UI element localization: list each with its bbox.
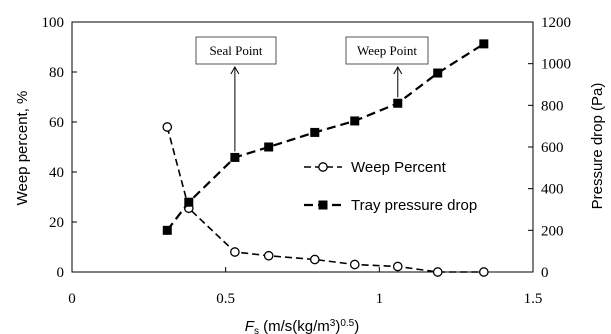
x-axis-title-sup2: 0.5 — [340, 318, 354, 329]
y-right-tick-label: 400 — [541, 182, 564, 198]
x-axis-title-unit: (m/s(kg/m — [259, 318, 330, 334]
pressure-point — [184, 197, 194, 207]
weep-point — [432, 267, 443, 277]
x-axis-title-main: F — [245, 318, 255, 334]
y-right-tick-label: 1000 — [541, 57, 571, 73]
y-left-tick-label: 60 — [49, 115, 64, 131]
pressure-point — [310, 127, 320, 137]
annotation-arrowhead — [393, 65, 403, 75]
y-right-tick-label: 800 — [541, 98, 564, 114]
x-tick-label: 1.5 — [524, 291, 543, 307]
annotation-label: Weep Point — [357, 43, 417, 58]
weep-point — [162, 122, 173, 132]
y-right-tick-label: 200 — [541, 223, 564, 239]
pressure-point — [479, 39, 489, 49]
x-tick-label: 0 — [68, 291, 76, 307]
weep-point — [309, 254, 320, 265]
annotation-label: Seal Point — [209, 43, 262, 58]
pressure-point — [433, 68, 443, 78]
annotation-arrowhead — [230, 65, 240, 75]
annotation-weep-point: Weep Point — [345, 36, 429, 98]
plot-frame — [71, 21, 534, 273]
x-axis-title: Fs (m/s(kg/m3)0.5) — [245, 318, 359, 334]
legend-entry: Weep Percent — [304, 159, 447, 176]
pressure-point — [350, 116, 360, 126]
annotation-box — [345, 36, 429, 65]
annotation-layer: Seal Point Weep Point — [195, 36, 429, 152]
y-right-tick-label: 600 — [541, 140, 564, 156]
x-axis-title-sup: 3 — [330, 318, 336, 329]
x-axis-title-sub: s — [254, 326, 259, 334]
x-axis-title-tail: ) — [335, 318, 340, 334]
annotation-box — [195, 36, 277, 65]
x-tick-label: 1 — [376, 291, 384, 307]
legend-label: Tray pressure drop — [351, 197, 477, 214]
y-left-tick-label: 0 — [57, 265, 65, 281]
y-left-tick-label: 40 — [49, 165, 64, 181]
legend-marker — [318, 162, 328, 172]
series-tray-pressure-drop — [162, 39, 489, 235]
series-line — [166, 126, 484, 273]
x-tick-label: 0.5 — [216, 291, 235, 307]
legend-marker — [318, 200, 328, 210]
weep-point — [392, 261, 403, 272]
annotation-seal-point: Seal Point — [195, 36, 277, 152]
pressure-point — [264, 142, 274, 152]
legend-label: Weep Percent — [351, 159, 447, 176]
pressure-point — [393, 98, 403, 108]
weep-point — [349, 259, 360, 270]
y-left-tick-label: 100 — [42, 15, 65, 31]
pressure-point — [162, 225, 172, 235]
y-right-tick-label: 0 — [541, 265, 549, 281]
y-right-axis-title: Pressure drop (Pa) — [589, 83, 606, 210]
y-left-axis-title: Weep percent, % — [14, 91, 31, 206]
series-layer — [162, 39, 489, 277]
weep-point — [478, 267, 489, 277]
y-right-tick-label: 1200 — [541, 15, 571, 31]
weep-point — [263, 250, 274, 261]
y-left-tick-label: 20 — [49, 215, 64, 231]
weep-point — [230, 247, 240, 257]
legend: Weep Percent Tray pressure drop — [304, 159, 477, 214]
legend-entry: Tray pressure drop — [304, 197, 477, 214]
y-left-tick-label: 80 — [49, 65, 64, 81]
x-axis-title-close: ) — [354, 318, 359, 334]
pressure-point — [230, 152, 240, 162]
